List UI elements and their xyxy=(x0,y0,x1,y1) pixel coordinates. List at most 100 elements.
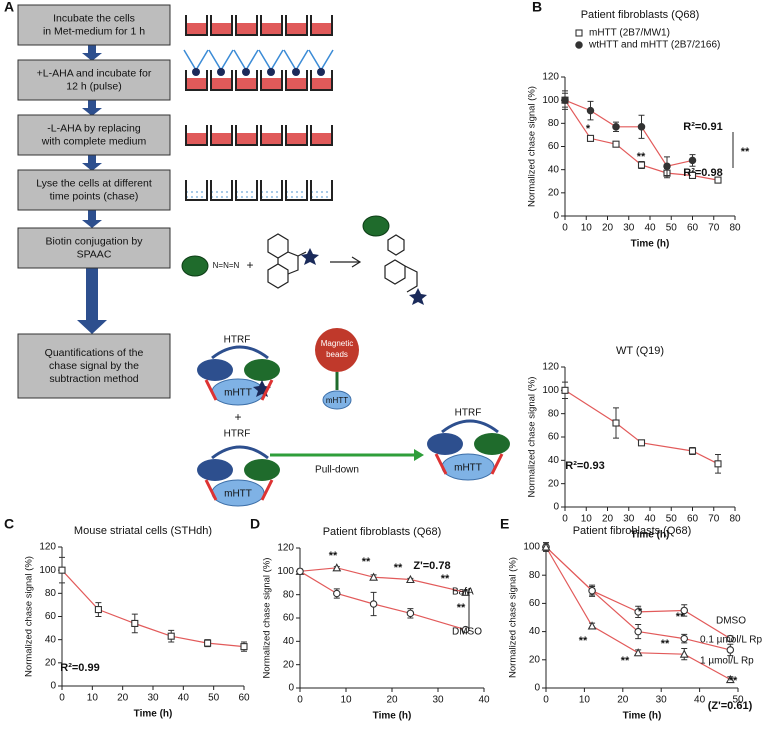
y-tick-label: 80 xyxy=(548,118,560,129)
azide-label: N=N=N xyxy=(213,261,240,270)
step-text: +L-AHA and incubate for xyxy=(37,67,152,79)
annotation: R²=0.98 xyxy=(683,167,722,179)
medium xyxy=(312,188,331,199)
marker xyxy=(405,574,415,584)
marker xyxy=(612,140,620,148)
y-tick-label: 100 xyxy=(542,95,559,106)
x-tick-label: 50 xyxy=(208,693,220,704)
y-tick-label: 80 xyxy=(548,408,560,419)
x-tick-label: 0 xyxy=(59,693,65,704)
x-tick-label: 40 xyxy=(644,223,656,234)
annotation: ** xyxy=(579,635,588,647)
fit-line xyxy=(61,569,245,648)
legend-marker xyxy=(575,29,583,37)
step-text: -L-AHA by replacing xyxy=(47,122,141,134)
x-tick-label: 60 xyxy=(687,223,699,234)
medium xyxy=(287,188,306,199)
step-box xyxy=(17,114,171,156)
y-tick-label: 40 xyxy=(529,626,541,637)
marker xyxy=(406,609,415,618)
pulldown-label: Pull-down xyxy=(315,465,359,476)
panel-label: C xyxy=(4,516,14,532)
y-tick-label: 40 xyxy=(283,636,295,647)
x-tick-label: 50 xyxy=(666,514,678,525)
step-box xyxy=(17,4,171,46)
probe xyxy=(183,49,209,72)
step-box xyxy=(17,333,171,399)
mhtt-label: mHTT xyxy=(224,388,252,399)
medium xyxy=(312,23,331,34)
x-tick-label: 20 xyxy=(117,693,129,704)
y-tick-label: 100 xyxy=(523,542,540,553)
y-tick-label: 120 xyxy=(542,362,559,373)
x-tick-label: 0 xyxy=(562,223,568,234)
medium xyxy=(187,78,206,89)
series-label: BafA xyxy=(452,587,474,598)
well xyxy=(185,125,208,146)
x-tick-label: 0 xyxy=(562,514,568,525)
y-axis-label: Normalized chase signal (%) xyxy=(508,557,519,678)
x-tick-label: 80 xyxy=(729,223,741,234)
reaction: N=N=N + xyxy=(181,215,427,305)
beads-label: beads xyxy=(326,350,348,359)
probe-head xyxy=(267,68,275,76)
y-axis-label: Normalized chase signal (%) xyxy=(527,86,538,207)
y-axis-label: Normalized chase signal (%) xyxy=(527,377,538,498)
annotation: ** xyxy=(729,675,738,687)
step-text: Incubate the cells xyxy=(53,12,135,24)
well xyxy=(260,70,283,91)
medium xyxy=(212,188,231,199)
y-tick-label: 60 xyxy=(45,611,57,622)
x-tick-label: 10 xyxy=(579,695,591,706)
well xyxy=(310,70,333,91)
x-tick-label: 40 xyxy=(478,695,490,706)
medium xyxy=(212,23,231,34)
probe-head xyxy=(292,68,300,76)
y-tick-label: 60 xyxy=(283,613,295,624)
y-tick-label: 60 xyxy=(548,432,560,443)
annotation: ** xyxy=(676,611,685,623)
marker xyxy=(131,619,139,628)
well xyxy=(210,15,233,36)
marker xyxy=(726,646,735,654)
x-tick-label: 70 xyxy=(708,514,720,525)
medium xyxy=(187,23,206,34)
x-tick-label: 30 xyxy=(147,693,159,704)
well xyxy=(235,125,258,146)
well xyxy=(260,15,283,36)
mhtt-label: mHTT xyxy=(224,489,252,500)
well xyxy=(185,180,208,201)
marker xyxy=(680,606,688,615)
x-tick-label: 0 xyxy=(543,695,549,706)
x-tick-label: 10 xyxy=(581,223,593,234)
well xyxy=(260,180,283,201)
well xyxy=(185,70,208,91)
marker xyxy=(612,419,620,427)
medium xyxy=(237,133,256,144)
y-tick-label: 60 xyxy=(548,141,560,152)
chart-title: Patient fibroblasts (Q68) xyxy=(573,525,692,537)
htrf-label: HTRF xyxy=(455,408,482,419)
x-tick-label: 30 xyxy=(623,223,635,234)
well xyxy=(235,15,258,36)
y-tick-label: 40 xyxy=(45,634,57,645)
marker xyxy=(726,634,735,643)
htrf-label: HTRF xyxy=(224,429,251,440)
marker xyxy=(679,649,689,658)
probe xyxy=(208,49,234,72)
series-label: 0.1 µmol/L Rp xyxy=(700,635,763,646)
step-text: Lyse the cells at different xyxy=(36,177,152,189)
annotation: * xyxy=(586,123,591,135)
x-tick-label: 30 xyxy=(656,695,668,706)
medium xyxy=(237,23,256,34)
probe-head xyxy=(242,68,250,76)
y-tick-label: 0 xyxy=(534,683,540,694)
y-tick-label: 100 xyxy=(39,565,56,576)
marker xyxy=(461,587,471,596)
medium xyxy=(262,133,281,144)
marker xyxy=(561,386,569,394)
probe-head xyxy=(217,68,225,76)
x-tick-label: 30 xyxy=(623,514,635,525)
